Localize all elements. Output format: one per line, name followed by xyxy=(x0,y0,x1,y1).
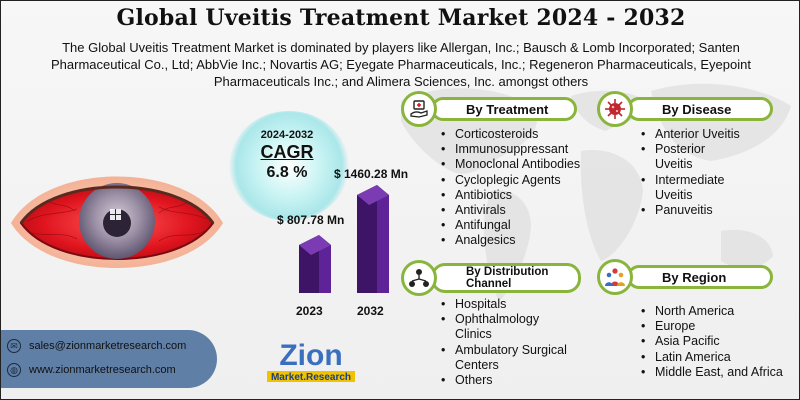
list-item: Latin America xyxy=(639,350,783,365)
distribution-title-line1: By Distribution xyxy=(466,266,549,278)
value-2023-label: $ 807.78 Mn xyxy=(277,213,345,227)
list-item: Analgesics xyxy=(439,233,580,248)
disease-icon-circle xyxy=(597,91,633,127)
value-2032-label: $ 1460.28 Mn xyxy=(334,167,409,181)
virus-icon xyxy=(605,99,625,119)
distribution-title: By Distribution Channel xyxy=(466,266,548,290)
list-item: Panuveitis xyxy=(639,203,740,218)
region-header: By Region xyxy=(627,265,773,289)
globe-icon: ◍ xyxy=(7,363,21,377)
treatment-icon-circle xyxy=(401,91,437,127)
page-subtitle: The Global Uveitis Treatment Market is d… xyxy=(51,40,751,89)
list-item: Middle East, and Africa xyxy=(639,365,783,380)
region-list: North America Europe Asia Pacific Latin … xyxy=(639,304,783,380)
region-icon-circle xyxy=(597,259,633,295)
list-item: Ophthalmology xyxy=(439,312,567,327)
list-item: Cycloplegic Agents xyxy=(439,173,580,188)
cagr-label: CAGR xyxy=(260,142,314,162)
list-item: Antifungal xyxy=(439,218,580,233)
year-2032-label: 2032 xyxy=(357,304,384,318)
email-icon: ✉ xyxy=(7,339,21,353)
list-item: Others xyxy=(439,373,567,388)
region-people-icon xyxy=(605,268,625,286)
list-item-text: Clinics xyxy=(455,327,492,342)
list-item: Europe xyxy=(639,319,783,334)
list-item: Ambulatory Surgical xyxy=(439,343,567,358)
disease-list: Anterior Uveitis Posterior Uveitis Inter… xyxy=(639,127,740,218)
list-item: Antivirals xyxy=(439,203,580,218)
year-2023-label: 2023 xyxy=(296,304,323,318)
medicine-hand-icon xyxy=(410,100,428,118)
list-item-text: Uveitis xyxy=(655,157,693,172)
list-item: Antibiotics xyxy=(439,188,580,203)
distribution-list: Hospitals Ophthalmology Clinics Ambulato… xyxy=(439,297,567,388)
distribution-network-icon xyxy=(409,269,429,287)
distribution-icon-circle xyxy=(401,260,437,296)
distribution-header: By Distribution Channel xyxy=(431,263,581,293)
list-item-continuation: Uveitis xyxy=(639,157,740,172)
bar-2032 xyxy=(357,185,389,293)
list-item: Monoclonal Antibodies xyxy=(439,157,580,172)
list-item: Posterior xyxy=(639,142,740,157)
logo-subword: Market.Research xyxy=(271,372,351,383)
list-item: Intermediate xyxy=(639,173,740,188)
list-item: Corticosteroids xyxy=(439,127,580,142)
list-item-text: Centers xyxy=(455,357,499,372)
disease-title: By Disease xyxy=(662,101,732,117)
treatment-list: Corticosteroids Immunosuppressant Monocl… xyxy=(439,127,580,249)
list-item: North America xyxy=(639,304,783,319)
logo-word: Zion xyxy=(279,339,342,372)
treatment-header: By Treatment xyxy=(431,97,577,121)
email-row[interactable]: ✉ sales@zionmarketresearch.com xyxy=(7,339,186,353)
website-text[interactable]: www.zionmarketresearch.com xyxy=(29,364,176,376)
distribution-title-line2: Channel xyxy=(466,278,512,290)
list-item-continuation: Centers xyxy=(439,358,567,373)
cagr-years: 2024-2032 xyxy=(260,129,314,141)
inflamed-eye-illustration xyxy=(11,176,223,268)
page-title: Global Uveitis Treatment Market 2024 - 2… xyxy=(116,5,686,31)
list-item: Asia Pacific xyxy=(639,334,783,349)
cagr-glow xyxy=(229,111,349,221)
market-size-bars xyxy=(299,185,389,293)
bar-2023 xyxy=(299,235,331,293)
list-item-continuation: Uveitis xyxy=(639,188,740,203)
cagr-value: 6.8 % xyxy=(266,164,308,181)
contact-panel: ✉ sales@zionmarketresearch.com ◍ www.zio… xyxy=(1,330,217,388)
disease-header: By Disease xyxy=(627,97,773,121)
list-item-text: Uveitis xyxy=(655,187,693,202)
website-row[interactable]: ◍ www.zionmarketresearch.com xyxy=(7,363,176,377)
list-item: Hospitals xyxy=(439,297,567,312)
list-item-continuation: Clinics xyxy=(439,327,567,342)
list-item: Anterior Uveitis xyxy=(639,127,740,142)
email-text[interactable]: sales@zionmarketresearch.com xyxy=(29,340,187,352)
treatment-title: By Treatment xyxy=(466,101,549,117)
zion-logo: Zion Market.Research xyxy=(267,339,355,383)
list-item: Immunosuppressant xyxy=(439,142,580,157)
region-title: By Region xyxy=(662,269,727,285)
